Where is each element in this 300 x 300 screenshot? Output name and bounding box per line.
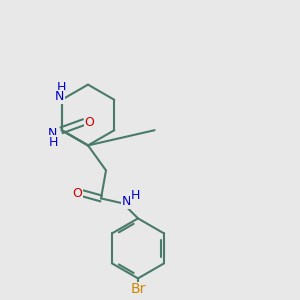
Text: O: O	[85, 116, 94, 129]
Text: N: N	[48, 127, 57, 140]
Text: O: O	[72, 187, 82, 200]
Text: H: H	[49, 136, 58, 149]
Text: H: H	[57, 81, 66, 94]
Text: H: H	[130, 189, 140, 202]
Text: N: N	[55, 90, 64, 103]
Text: N: N	[121, 195, 131, 208]
Text: Br: Br	[130, 282, 146, 296]
